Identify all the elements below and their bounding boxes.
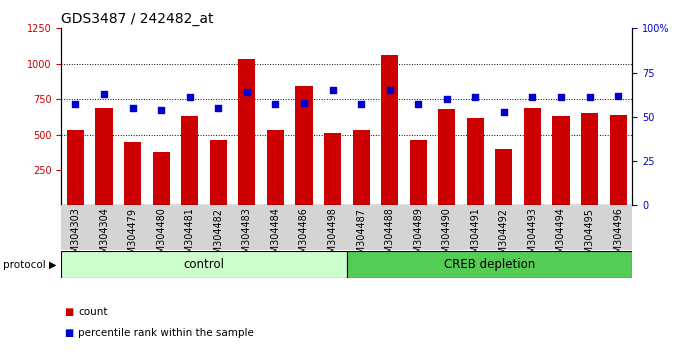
Text: GSM304304: GSM304304 — [99, 207, 109, 267]
Bar — [95, 108, 113, 205]
Text: GDS3487 / 242482_at: GDS3487 / 242482_at — [61, 12, 214, 27]
Bar — [181, 116, 199, 205]
Point — [613, 93, 624, 98]
Bar — [409, 140, 427, 205]
Text: GSM304486: GSM304486 — [299, 207, 309, 267]
Bar — [609, 115, 627, 205]
Text: GSM304484: GSM304484 — [271, 207, 280, 267]
Point — [584, 95, 595, 100]
Point — [470, 95, 481, 100]
Bar — [67, 130, 84, 205]
Bar — [324, 133, 341, 205]
Text: GSM304492: GSM304492 — [499, 207, 509, 267]
Point — [270, 102, 281, 107]
Text: GSM304488: GSM304488 — [385, 207, 394, 267]
Point — [213, 105, 224, 111]
Bar — [267, 130, 284, 205]
Text: GSM304487: GSM304487 — [356, 207, 366, 267]
Bar — [381, 55, 398, 205]
Text: GSM304491: GSM304491 — [471, 207, 480, 267]
Point — [413, 102, 424, 107]
Bar — [581, 113, 598, 205]
Text: GSM304494: GSM304494 — [556, 207, 566, 267]
Point — [127, 105, 138, 111]
Point — [498, 109, 509, 114]
Point — [384, 87, 395, 93]
Text: protocol: protocol — [3, 260, 46, 270]
Text: percentile rank within the sample: percentile rank within the sample — [78, 328, 254, 338]
Text: CREB depletion: CREB depletion — [444, 258, 535, 271]
Bar — [347, 251, 632, 278]
Point — [356, 102, 367, 107]
Text: GSM304489: GSM304489 — [413, 207, 423, 267]
Point — [241, 89, 252, 95]
Text: GSM304482: GSM304482 — [214, 207, 223, 267]
Point — [70, 102, 81, 107]
Text: GSM304498: GSM304498 — [328, 207, 337, 267]
Text: GSM304483: GSM304483 — [242, 207, 252, 267]
Point — [299, 100, 309, 105]
Bar — [124, 142, 141, 205]
Text: GSM304490: GSM304490 — [442, 207, 452, 267]
Text: count: count — [78, 307, 107, 316]
Bar — [295, 86, 313, 205]
Text: GSM304493: GSM304493 — [528, 207, 537, 267]
Text: control: control — [184, 258, 224, 271]
Bar — [238, 59, 256, 205]
Bar — [61, 251, 347, 278]
Point — [99, 91, 109, 97]
Point — [441, 96, 452, 102]
Point — [184, 95, 195, 100]
Bar — [152, 152, 170, 205]
Bar — [209, 140, 227, 205]
Point — [527, 95, 538, 100]
Text: GSM304495: GSM304495 — [585, 207, 594, 267]
Text: GSM304303: GSM304303 — [71, 207, 80, 267]
Bar — [524, 108, 541, 205]
Bar — [352, 130, 370, 205]
Bar — [438, 109, 456, 205]
Bar — [495, 149, 513, 205]
Text: GSM304481: GSM304481 — [185, 207, 194, 267]
Text: GSM304480: GSM304480 — [156, 207, 166, 267]
Point — [327, 87, 338, 93]
Text: ■: ■ — [65, 307, 74, 316]
Bar — [466, 118, 484, 205]
Point — [556, 95, 566, 100]
Text: ▶: ▶ — [49, 260, 56, 270]
Text: GSM304479: GSM304479 — [128, 207, 137, 267]
Point — [156, 107, 167, 113]
Bar — [552, 116, 570, 205]
Text: GSM304496: GSM304496 — [613, 207, 623, 267]
Text: ■: ■ — [65, 328, 74, 338]
